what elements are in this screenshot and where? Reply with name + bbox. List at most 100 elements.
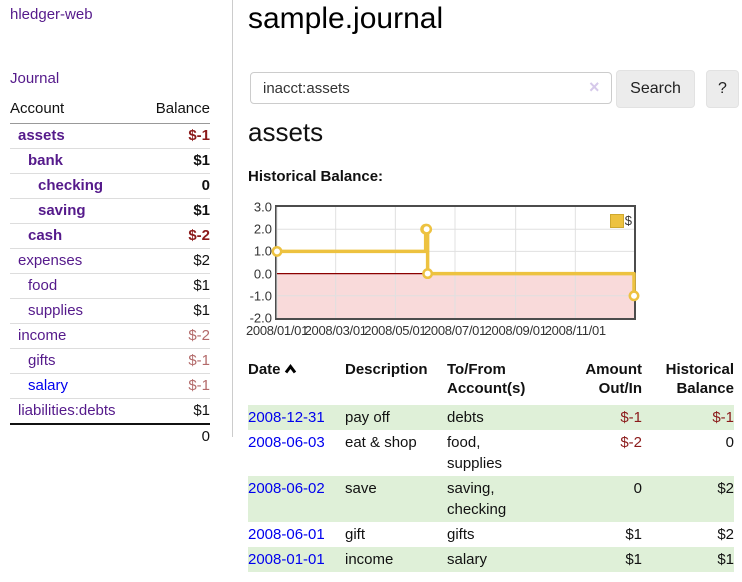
chart-title: Historical Balance: [248,168,384,185]
app-title-link[interactable]: hledger-web [10,6,93,23]
account-balance: $1 [142,198,210,224]
legend-label: $ [624,213,632,228]
account-row: assets $-1 [10,124,210,149]
transaction-accounts: debts [447,405,547,430]
account-link-supplies[interactable]: supplies [28,302,84,319]
table-row: 2008-06-01 gift gifts $1 $2 [248,522,734,547]
transaction-date-link[interactable]: 2008-01-01 [248,551,325,568]
account-link-liabilities-debts[interactable]: liabilities:debts [18,402,116,419]
transaction-description: save [345,476,447,522]
y-axis-tick: 0.0 [253,266,272,282]
section-heading: assets [248,117,324,147]
transaction-date-link[interactable]: 2008-06-03 [248,434,325,451]
account-link-bank[interactable]: bank [28,152,64,169]
register-header-date[interactable]: Date [248,358,345,405]
x-axis-tick: 2008/05/01 [364,323,427,338]
table-row: 2008-06-02 save saving, checking 0 $2 [248,476,734,522]
transaction-date-link[interactable]: 2008-06-01 [248,526,325,543]
account-row: food $1 [10,273,210,299]
register-header-balance: Historical Balance [665,361,734,397]
accounts-table: Account Balance assets $-1 bank $1 checking 0… [10,98,210,449]
account-link-expenses[interactable]: expenses [18,252,83,269]
transaction-amount: $-1 [547,405,642,430]
account-link-saving[interactable]: saving [38,202,86,219]
account-balance: $1 [142,273,210,299]
sort-asc-icon [284,360,297,379]
x-axis-tick: 2008/07/01 [423,323,487,338]
transaction-date-link[interactable]: 2008-06-02 [248,480,325,497]
account-row: salary $-1 [10,373,210,399]
page-title: sample.journal [248,2,444,35]
account-link-income[interactable]: income [18,327,67,344]
account-link-salary[interactable]: salary [28,377,69,394]
spacer [10,423,143,449]
account-balance: $1 [142,398,210,424]
accounts-total-row: 0 [10,423,210,449]
x-axis-tick: 2008/03/01 [304,323,367,338]
transaction-amount: $-2 [620,434,642,451]
account-balance: $-1 [142,373,210,399]
transaction-balance: $2 [642,476,734,522]
account-link-gifts[interactable]: gifts [28,352,56,369]
account-row: bank $1 [10,148,210,174]
account-row: cash $-2 [10,223,210,249]
help-button[interactable]: ? [706,70,739,108]
register-header-accounts: To/From Account(s) [447,361,526,397]
account-link-food[interactable]: food [28,277,58,294]
transaction-description: pay off [345,405,447,430]
table-row: 2008-06-03 eat & shop food, supplies $-2 0 [248,430,734,476]
y-axis-tick: 3.0 [253,199,272,215]
account-row: income $-2 [10,323,210,349]
account-balance: $1 [142,148,210,174]
account-balance: $1 [142,298,210,324]
chart-legend: $ [609,213,632,228]
transaction-accounts: food, supplies [447,434,503,472]
account-row: gifts $-1 [10,348,210,374]
transaction-description: eat & shop [345,434,417,451]
y-axis-tick: -2.0 [249,310,272,326]
account-row: supplies $1 [10,298,210,324]
transaction-description: income [345,547,447,572]
transaction-balance: $2 [717,526,734,543]
account-row: liabilities:debts $1 [10,398,210,424]
historical-balance-chart: $ 3.0 2.0 1.0 0.0 -1.0 -2.0 2008/01/01 2008/03… [245,200,742,345]
legend-swatch-icon [609,213,624,228]
search-input[interactable] [250,72,612,104]
transaction-accounts: salary [447,547,547,572]
account-link-checking[interactable]: checking [38,177,104,194]
register-header-description: Description [345,361,428,378]
table-row: 2008-12-31 pay off debts $-1 $-1 [248,405,734,430]
transaction-accounts: saving, checking [447,476,547,522]
transaction-description: gift [345,526,366,543]
clear-search-icon[interactable]: × [589,77,600,97]
accounts-total-value: 0 [142,423,210,449]
table-row: 2008-01-01 income salary $1 $1 [248,547,734,572]
x-axis-tick: 2008/11/01 [544,323,606,338]
transaction-balance: $-1 [642,405,734,430]
account-balance: $-1 [188,127,210,144]
transaction-amount: $1 [625,526,642,543]
transaction-balance: 0 [725,434,734,451]
account-link-assets[interactable]: assets [18,127,65,144]
account-balance: $-1 [142,348,210,374]
account-balance: $-2 [142,223,210,249]
transaction-date-link[interactable]: 2008-12-31 [248,409,325,426]
account-row: saving $1 [10,198,210,224]
transaction-balance: $1 [642,547,734,572]
transaction-amount: $1 [547,547,642,572]
account-balance: $2 [142,248,210,274]
y-axis-tick: 2.0 [253,221,272,237]
transaction-accounts: gifts [447,526,475,543]
account-row: checking 0 [10,173,210,199]
account-row: expenses $2 [10,248,210,274]
account-balance: $-2 [142,323,210,349]
sidebar: hledger-web Journal Account Balance asse… [0,0,233,449]
register-header-amount: Amount Out/In [585,361,642,397]
search-button[interactable]: Search [616,70,695,108]
account-link-cash[interactable]: cash [28,227,63,244]
accounts-header-balance: Balance [142,98,210,124]
x-axis-tick: 2008/01/01 [245,323,309,338]
sidebar-item-journal[interactable]: Journal [10,70,60,87]
chart-plot-area: $ [271,205,640,320]
account-balance: 0 [142,173,210,199]
